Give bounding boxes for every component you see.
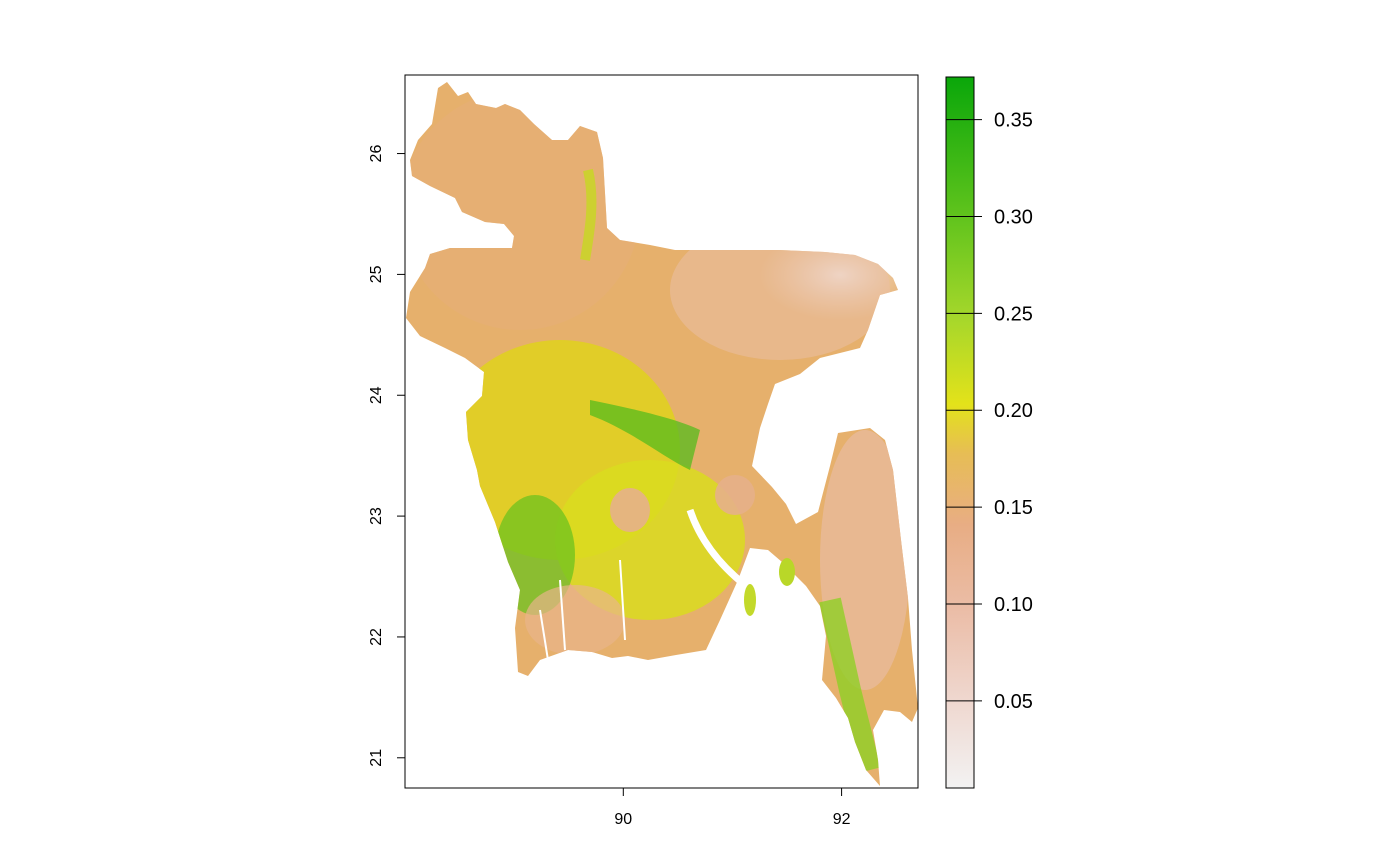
y-axis: 21 22 23 24 25 26 — [368, 145, 405, 767]
meghna-estuary — [686, 508, 770, 622]
river-north — [580, 168, 597, 261]
raster-regions — [406, 90, 918, 773]
x-axis: 90 92 — [614, 788, 851, 828]
region-channel — [590, 400, 700, 470]
colorbar-tick-label: 0.20 — [994, 400, 1033, 422]
x-tick-label: 90 — [614, 811, 632, 828]
region-sundarbans — [525, 585, 625, 655]
y-tick-label: 22 — [368, 628, 385, 646]
colorbar — [945, 76, 975, 789]
island-a — [779, 558, 795, 586]
region-coast — [819, 597, 881, 773]
plot-axes: 90 92 21 22 23 24 25 26 — [368, 74, 919, 828]
colorbar-ticks: 0.05 0.10 0.15 0.20 0.25 0.30 0.35 — [946, 110, 1033, 713]
colorbar-tick-label: 0.25 — [994, 303, 1033, 325]
y-tick-label: 21 — [368, 749, 385, 767]
island-b — [744, 584, 756, 616]
y-tick-label: 24 — [368, 386, 385, 404]
y-tick-label: 26 — [368, 145, 385, 163]
region-patch-a — [610, 488, 650, 532]
plot-frame — [404, 74, 919, 789]
y-tick-label: 23 — [368, 507, 385, 525]
region-delta — [555, 460, 745, 620]
region-north-east-blend — [670, 220, 890, 360]
y-tick-label: 25 — [368, 265, 385, 283]
colorbar-legend: 0.05 0.10 0.15 0.20 0.25 0.30 0.35 — [945, 76, 1033, 789]
colorbar-tick-label: 0.15 — [994, 497, 1033, 519]
channel-2 — [559, 579, 566, 651]
colorbar-tick-label: 0.35 — [994, 110, 1033, 132]
colorbar-tick-label: 0.30 — [994, 206, 1033, 228]
channel-3 — [539, 609, 549, 661]
bangladesh-map — [406, 82, 918, 786]
x-tick-label: 92 — [833, 811, 851, 828]
region-patch-b — [715, 475, 755, 515]
colorbar-tick-label: 0.05 — [994, 691, 1033, 713]
region-north — [406, 90, 640, 330]
colorbar-tick-label: 0.10 — [994, 594, 1033, 616]
channel-1 — [619, 559, 626, 641]
